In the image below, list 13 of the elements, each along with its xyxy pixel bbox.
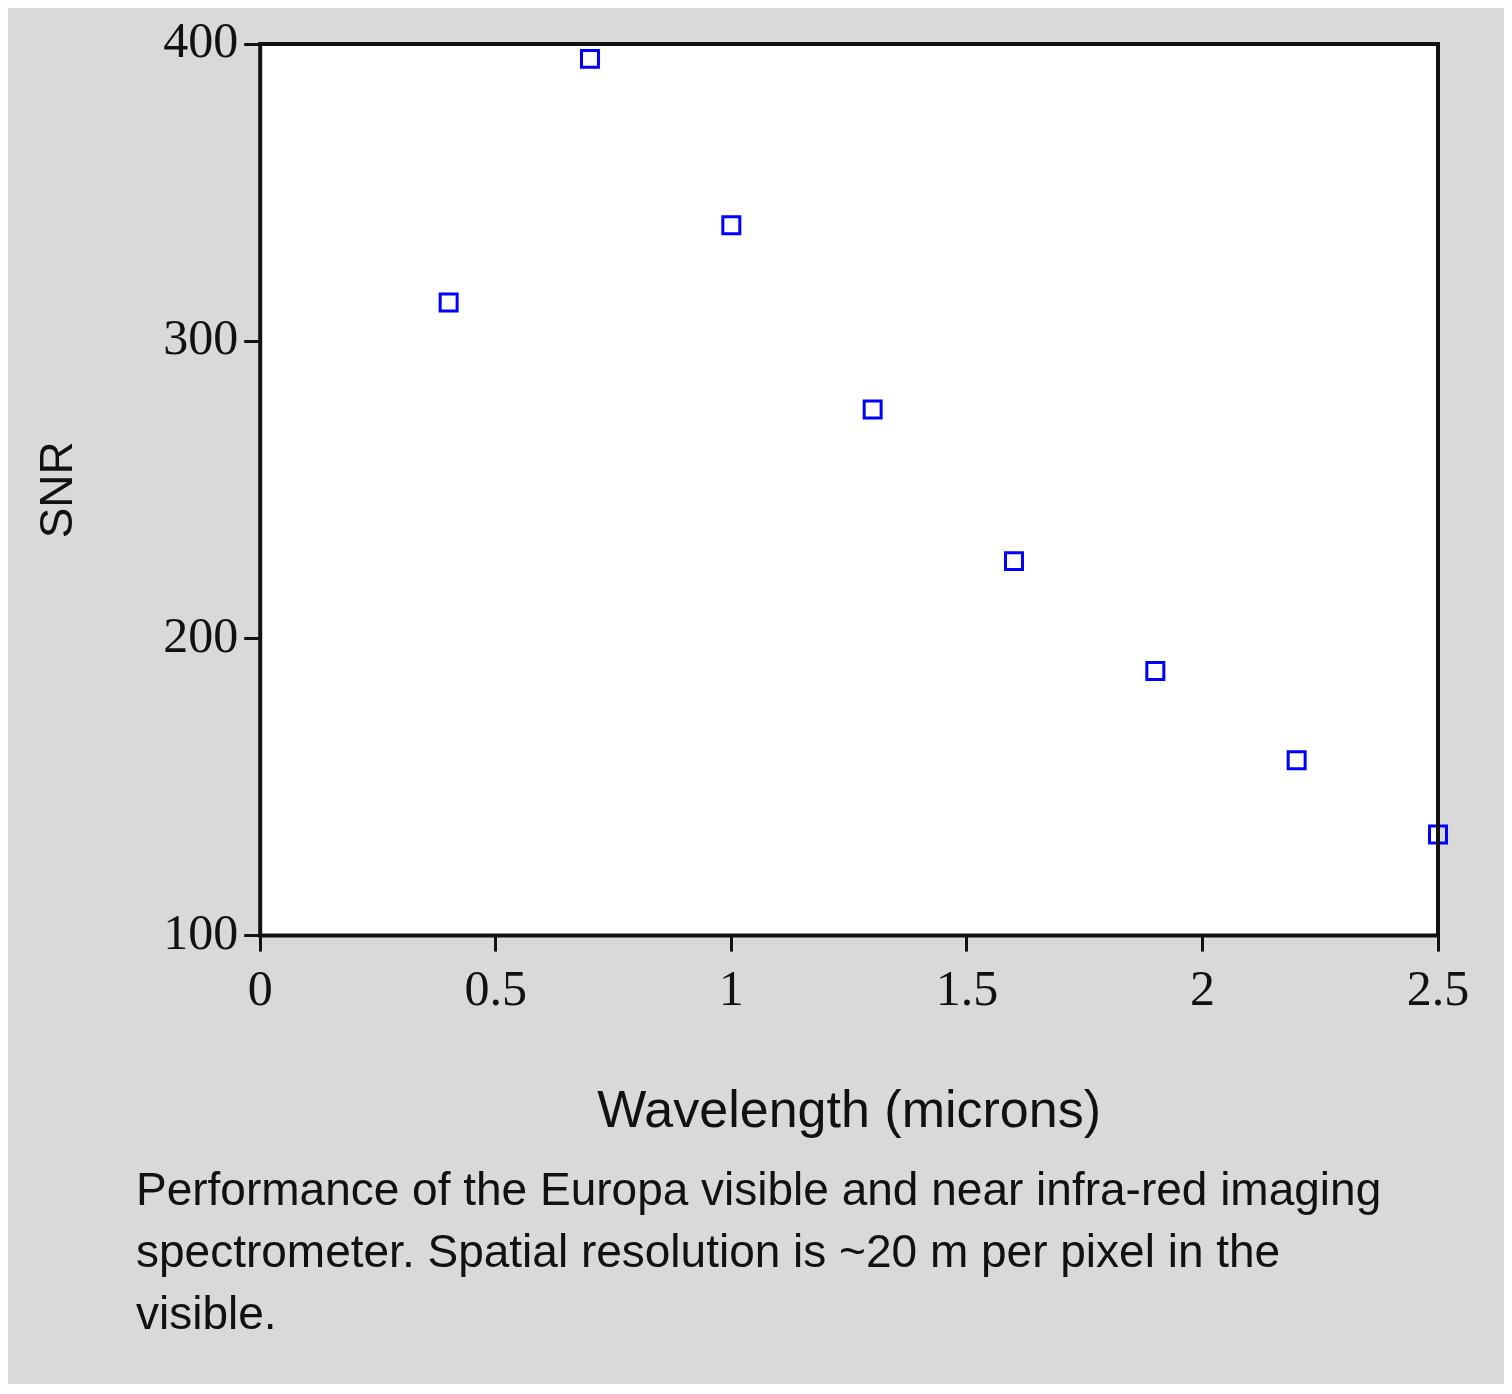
y-axis-title: SNR: [30, 441, 83, 539]
x-tick-label: 1: [718, 959, 744, 1016]
y-tick-label: 400: [163, 12, 239, 69]
y-tick-label: 100: [163, 903, 239, 960]
x-axis-title: Wavelength (microns): [597, 1080, 1101, 1139]
x-tick-label: 2.5: [1406, 959, 1470, 1016]
x-tick-label: 0.5: [464, 959, 528, 1016]
x-tick-label: 0: [247, 959, 273, 1016]
x-tick-label: 2: [1189, 959, 1215, 1016]
y-tick-label: 300: [163, 309, 239, 366]
text: Performance of the Europa visible and near infra-red imaging spectrometer. Spatial resolution is ~20 m per pixel in the visible.: [135, 1162, 1383, 1342]
y-tick-label: 200: [163, 606, 239, 663]
x-tick-label: 1.5: [935, 959, 999, 1016]
